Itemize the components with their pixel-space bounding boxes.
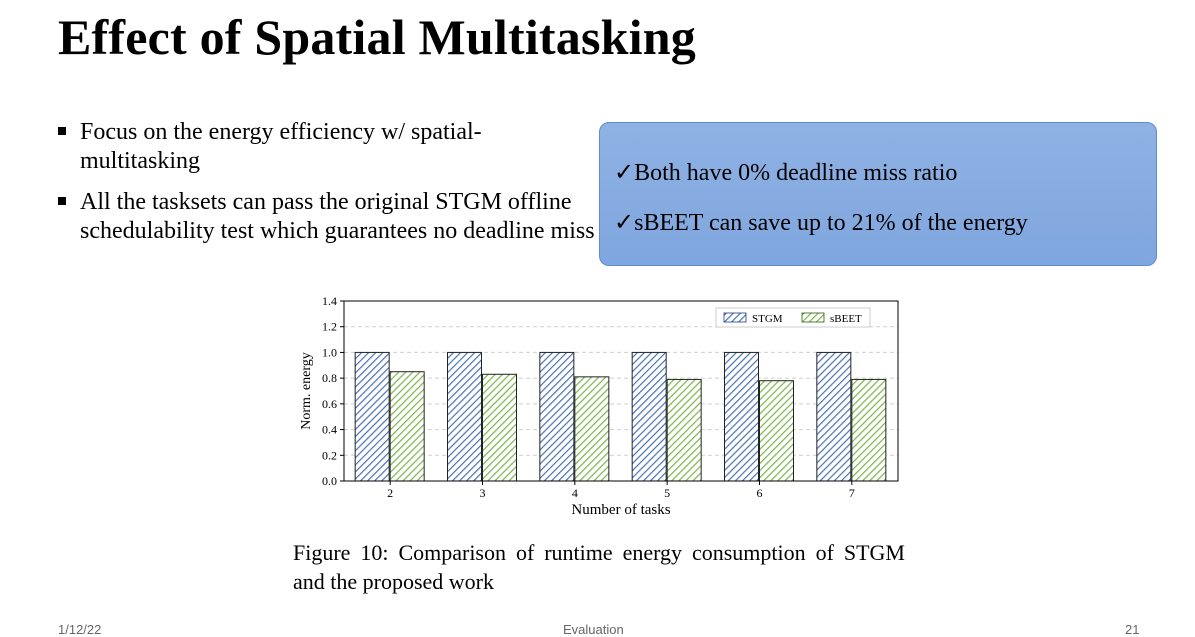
- bar-stgm-5: [631, 351, 667, 482]
- plot-frame: [343, 300, 899, 482]
- x-axis-label: Number of tasks: [571, 502, 670, 518]
- bullet-list: Focus on the energy efficiency w/ spatia…: [58, 118, 598, 258]
- bar-stgm-3: [447, 351, 482, 482]
- y-tick-label: 1.0: [322, 345, 337, 359]
- bullet-item: All the tasksets can pass the original S…: [58, 188, 598, 246]
- footer-date: 1/12/22: [58, 622, 102, 637]
- legend-swatch-sbeet: [801, 312, 825, 323]
- energy-bar-chart: 0.0 0.2 0.4 0.6 0.8 1.0 1.2 1.4 2 3 4 5 6 7 Norm. ene…: [290, 294, 910, 522]
- legend-swatch-stgm: [723, 312, 747, 323]
- x-tick-label: 7: [849, 486, 855, 500]
- bar-stgm-2: [354, 351, 390, 482]
- square-bullet-icon: [58, 197, 66, 205]
- bar-sbeet-6: [759, 380, 794, 482]
- legend-box: [715, 307, 871, 328]
- y-tick-label: 0.8: [322, 371, 337, 385]
- bar-stgm-6: [724, 351, 759, 482]
- legend-label-sbeet: sBEET: [830, 313, 862, 325]
- footer-section: Evaluation: [563, 622, 624, 637]
- y-tick-label: 0.4: [322, 423, 337, 437]
- bar-sbeet-4: [574, 376, 610, 482]
- bar-stgm-7: [816, 351, 852, 482]
- callout-line: ✓sBEET can save up to 21% of the energy: [614, 210, 1028, 236]
- callout-line: ✓Both have 0% deadline miss ratio: [614, 160, 958, 186]
- bar-sbeet-2: [389, 371, 425, 482]
- bar-stgm-4: [539, 351, 575, 482]
- y-axis-label: Norm. energy: [299, 352, 314, 430]
- callout-box: ✓Both have 0% deadline miss ratio ✓sBEET…: [599, 122, 1157, 266]
- bullet-item: Focus on the energy efficiency w/ spatia…: [58, 118, 598, 176]
- x-tick-label: 5: [664, 486, 670, 500]
- x-tick-label: 6: [757, 486, 763, 500]
- bullet-text: Focus on the energy efficiency w/ spatia…: [80, 119, 482, 174]
- y-tick-label: 1.4: [322, 296, 337, 308]
- chart-legend: STGM sBEET: [715, 307, 871, 328]
- square-bullet-icon: [58, 127, 66, 135]
- bar-sbeet-7: [851, 378, 887, 482]
- footer-page-number: 21: [1125, 622, 1140, 637]
- figure-caption: Figure 10: Comparison of runtime energy …: [293, 540, 905, 594]
- y-tick-label: 0.6: [322, 397, 337, 411]
- x-tick-label: 3: [480, 486, 486, 500]
- chart-svg: 0.0 0.2 0.4 0.6 0.8 1.0 1.2 1.4 2 3 4 5 6 7 Norm. ene…: [299, 294, 899, 518]
- y-tick-label: 0.0: [322, 474, 337, 488]
- bullet-text: All the tasksets can pass the original S…: [80, 189, 595, 244]
- x-tick-label: 2: [387, 486, 393, 500]
- bar-sbeet-5: [666, 378, 702, 482]
- slide-title: Effect of Spatial Multitasking: [58, 9, 696, 65]
- y-tick-label: 0.2: [322, 448, 337, 462]
- bar-sbeet-3: [482, 373, 517, 482]
- x-tick-label: 4: [572, 486, 578, 500]
- y-tick-label: 1.2: [322, 320, 337, 334]
- legend-label-stgm: STGM: [752, 313, 783, 325]
